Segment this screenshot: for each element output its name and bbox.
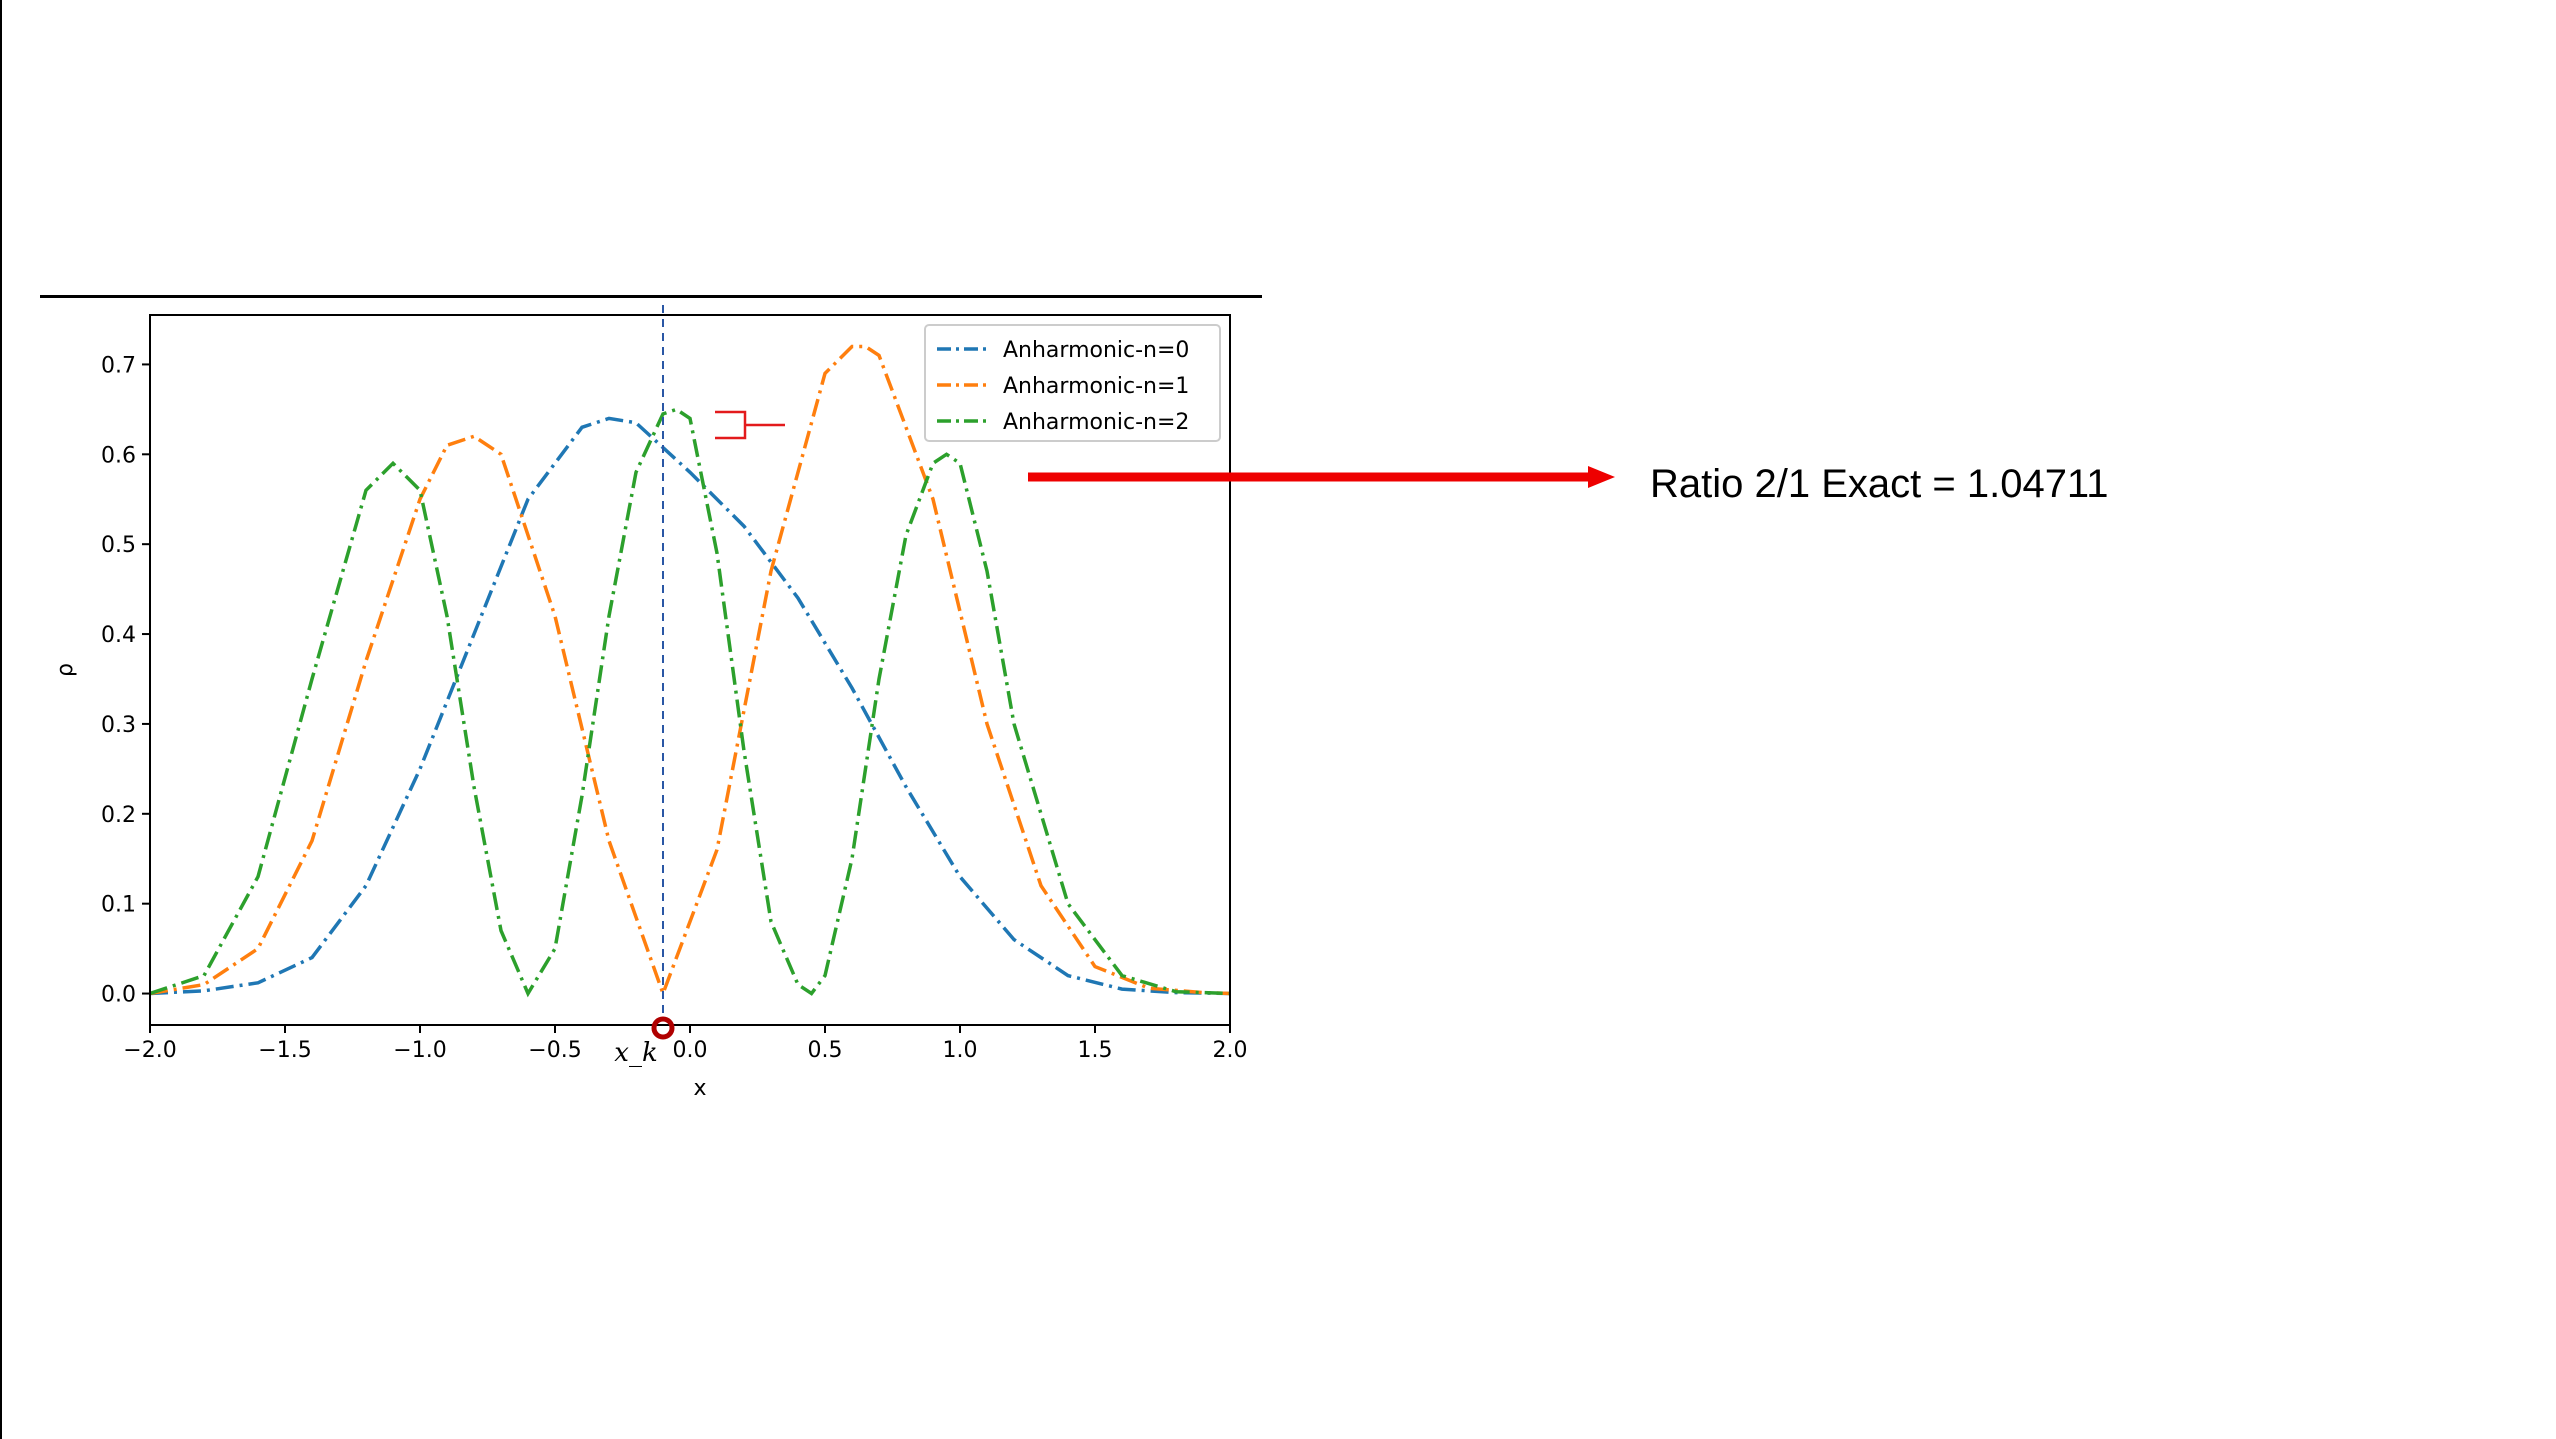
x-axis-label: x xyxy=(693,1076,706,1101)
y-tick-label: 0.6 xyxy=(101,443,136,468)
y-tick-label: 0.1 xyxy=(101,893,136,918)
xk-label-text: x_k xyxy=(614,1038,657,1068)
y-tick-label: 0.0 xyxy=(101,983,136,1008)
red-arrow-head xyxy=(1588,466,1615,488)
x-tick-label: 0.0 xyxy=(673,1038,708,1063)
y-tick-label: 0.7 xyxy=(101,353,136,378)
x-tick-label: 0.5 xyxy=(808,1038,843,1063)
legend-label: Anharmonic-n=1 xyxy=(1003,374,1189,399)
x-tick-label: 1.0 xyxy=(943,1038,978,1063)
xk-marker-circle xyxy=(651,1016,675,1040)
x-tick-label: −1.0 xyxy=(393,1038,446,1063)
x-tick-label: −2.0 xyxy=(123,1038,176,1063)
y-tick-label: 0.4 xyxy=(101,623,136,648)
red-bracket-annotation xyxy=(715,410,785,440)
x-tick-label: −1.5 xyxy=(258,1038,311,1063)
series-line-2 xyxy=(150,407,1230,998)
x-tick-label: 2.0 xyxy=(1213,1038,1248,1063)
xk-label: x_k xyxy=(614,1038,657,1068)
legend-label: Anharmonic-n=2 xyxy=(1003,410,1189,435)
series-line-0 xyxy=(150,416,1230,996)
slide-left-border xyxy=(0,0,2,1439)
legend-box xyxy=(924,324,1221,442)
y-tick-label: 0.2 xyxy=(101,803,136,828)
ratio-annotation-text: Ratio 2/1 Exact = 1.04711 xyxy=(1650,462,2109,506)
legend-label: Anharmonic-n=0 xyxy=(1003,338,1189,363)
y-tick-label: 0.5 xyxy=(101,533,136,558)
x-tick-label: −0.5 xyxy=(528,1038,581,1063)
y-axis-label: ρ xyxy=(53,663,78,677)
top-rule-line xyxy=(40,295,1262,298)
y-tick-label: 0.3 xyxy=(101,713,136,738)
series-line-1 xyxy=(150,344,1230,999)
x-tick-label: 1.5 xyxy=(1078,1038,1113,1063)
